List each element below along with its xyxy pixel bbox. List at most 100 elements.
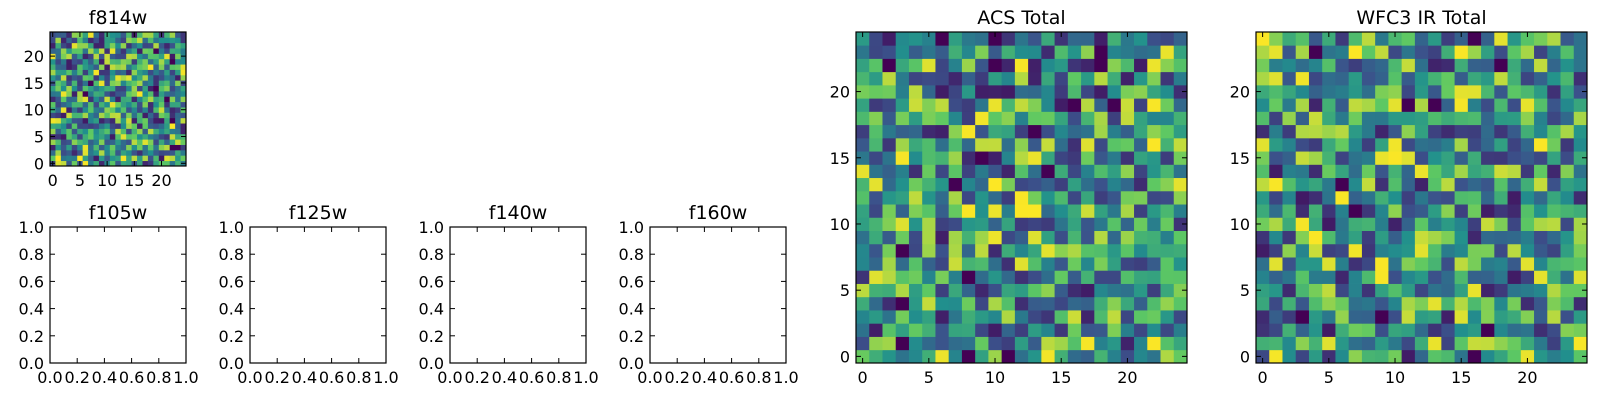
heatmap-cell <box>922 283 936 298</box>
heatmap-cell <box>55 85 62 92</box>
heatmap-cell <box>1401 349 1416 364</box>
heatmap-cell <box>1001 270 1016 284</box>
heatmap-cell <box>869 230 883 245</box>
heatmap-cell <box>1414 190 1429 205</box>
heatmap-cell <box>882 349 897 364</box>
heatmap-cell <box>1335 45 1350 59</box>
heatmap-cell <box>137 144 143 151</box>
heatmap-cell <box>1520 323 1535 337</box>
heatmap-cell <box>1401 243 1416 258</box>
heatmap-cell <box>142 32 149 38</box>
heatmap-cell <box>153 160 160 167</box>
heatmap-cell <box>180 74 187 81</box>
heatmap-cell <box>882 98 897 112</box>
heatmap-cell <box>1107 270 1122 284</box>
heatmap-cell <box>1441 137 1455 152</box>
heatmap-cell <box>131 58 138 65</box>
heatmap-cell <box>153 133 160 140</box>
heatmap-cell <box>158 112 165 119</box>
heatmap-cell <box>882 111 897 126</box>
heatmap-cell <box>169 96 176 103</box>
heatmap-cell <box>88 112 94 119</box>
heatmap-cell <box>115 58 122 65</box>
heatmap-cell <box>869 270 883 284</box>
heatmap-cell <box>1282 164 1297 179</box>
heatmap-cell <box>1173 164 1188 179</box>
heatmap-cell <box>1507 323 1522 337</box>
heatmap-cell <box>1014 310 1029 324</box>
heatmap-cell <box>1560 257 1575 271</box>
heatmap-cell <box>1335 98 1350 112</box>
heatmap-cell <box>1269 84 1283 99</box>
heatmap-cell <box>115 112 122 119</box>
heatmap-cell <box>169 160 176 167</box>
heatmap-cell <box>131 64 138 70</box>
heatmap-cell <box>1054 243 1069 258</box>
heatmap-cell <box>1494 124 1508 139</box>
heatmap-cell <box>1547 137 1561 152</box>
heatmap-cell <box>115 128 122 135</box>
heatmap-cell <box>1094 283 1108 298</box>
heatmap-cell <box>93 42 100 49</box>
heatmap-cell <box>869 124 883 139</box>
heatmap-cell <box>1534 45 1548 59</box>
heatmap-cell <box>158 37 165 44</box>
heatmap-cell <box>1041 243 1055 258</box>
heatmap-cell <box>935 151 950 165</box>
heatmap-cell <box>908 230 923 245</box>
y-tick-label: 0 <box>840 347 850 366</box>
heatmap-cell <box>1054 164 1069 179</box>
heatmap-cell <box>988 98 1003 112</box>
x-tick-label: 0 <box>48 171 58 190</box>
heatmap-cell <box>1388 177 1403 192</box>
heatmap-cell <box>120 96 127 103</box>
heatmap-cell <box>82 58 89 65</box>
heatmap-cell <box>1173 32 1188 46</box>
heatmap-cell <box>1361 111 1376 126</box>
heatmap-cell <box>1573 84 1588 99</box>
heatmap-cell <box>961 164 976 179</box>
heatmap-cell <box>1534 243 1548 258</box>
heatmap-cell <box>142 139 149 145</box>
y-tick-label: 20 <box>24 47 44 66</box>
heatmap-cell <box>935 124 950 139</box>
heatmap-cell <box>908 58 923 73</box>
heatmap-cell <box>1067 190 1082 205</box>
heatmap-cell <box>55 80 62 86</box>
heatmap-cell <box>1067 137 1082 152</box>
y-tick-label: 0.4 <box>19 300 44 319</box>
heatmap-cell <box>1534 217 1548 231</box>
heatmap-cell <box>1414 230 1429 245</box>
heatmap-cell <box>60 74 67 81</box>
heatmap-cell <box>1014 111 1029 126</box>
heatmap-cell <box>1428 310 1442 324</box>
heatmap-cell <box>1028 230 1042 245</box>
heatmap-cell <box>1507 190 1522 205</box>
heatmap-cell <box>1534 111 1548 126</box>
heatmap-cell <box>1560 217 1575 231</box>
heatmap-cell <box>60 96 67 103</box>
heatmap-cell <box>1269 71 1283 86</box>
y-tick-label: 0 <box>1240 347 1250 366</box>
heatmap-cell <box>180 123 187 129</box>
heatmap-cell <box>908 296 923 311</box>
heatmap-cell <box>1428 349 1442 364</box>
heatmap-cell <box>1414 257 1429 271</box>
heatmap-cell <box>131 48 138 54</box>
x-tick-label: 10 <box>985 368 1005 387</box>
heatmap-cell <box>175 80 181 86</box>
heatmap-cell <box>1295 243 1310 258</box>
heatmap-cell <box>1560 84 1575 99</box>
heatmap-cell <box>1348 257 1363 271</box>
heatmap-cell <box>131 144 138 151</box>
heatmap-cell <box>1094 98 1108 112</box>
heatmap-cell <box>1094 323 1108 337</box>
heatmap-cell <box>1081 151 1095 165</box>
heatmap-cell <box>1361 230 1376 245</box>
heatmap-cell <box>961 204 976 218</box>
heatmap-cell <box>1335 336 1350 351</box>
heatmap-cell <box>175 37 181 44</box>
heatmap-cell <box>948 71 963 86</box>
heatmap-cell <box>1534 32 1548 46</box>
heatmap-cell <box>1120 204 1135 218</box>
